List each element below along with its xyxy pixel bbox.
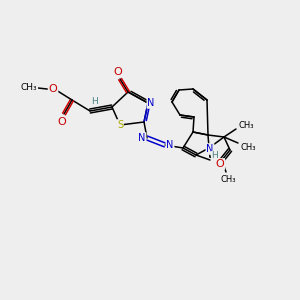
Text: H: H [212, 152, 218, 160]
Text: CH₃: CH₃ [238, 122, 254, 130]
Text: O: O [216, 159, 224, 169]
Text: CH₃: CH₃ [240, 142, 256, 152]
Text: CH₃: CH₃ [21, 83, 37, 92]
Text: O: O [114, 67, 122, 77]
Text: N: N [147, 98, 155, 108]
Text: S: S [117, 120, 123, 130]
Text: N: N [206, 144, 214, 154]
Text: N: N [166, 140, 174, 150]
Text: N: N [138, 133, 146, 143]
Text: O: O [49, 84, 57, 94]
Text: H: H [92, 97, 98, 106]
Text: CH₃: CH₃ [220, 175, 236, 184]
Text: O: O [58, 117, 66, 127]
